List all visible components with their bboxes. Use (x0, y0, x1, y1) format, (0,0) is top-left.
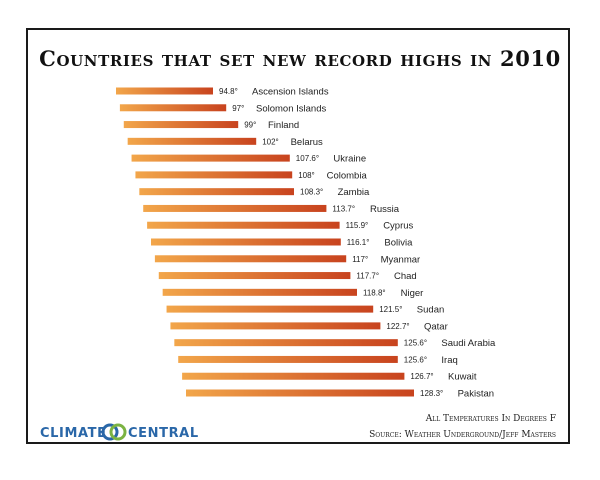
bar-cyprus (147, 221, 340, 229)
bar-pakistan (186, 389, 414, 397)
unit-note: All Temperatures In Degrees F (425, 414, 556, 424)
bar-chad (158, 272, 351, 280)
bar-solomon-islands (119, 104, 227, 112)
country-label: Chad (394, 271, 417, 282)
bar-belarus (127, 137, 257, 145)
country-label: Cyprus (383, 221, 413, 232)
country-label: Myanmar (381, 254, 421, 265)
value-label: 99° (244, 121, 256, 130)
value-label: 108.3° (300, 188, 323, 197)
chart-title: Countries that set new record highs in 2… (39, 46, 561, 71)
country-label: Sudan (417, 305, 444, 316)
bar-bolivia (151, 238, 341, 246)
country-label: Qatar (424, 321, 448, 332)
country-label: Colombia (327, 170, 368, 181)
bars-group: 94.8° Ascension Islands 97° Solomon Islands… (116, 87, 496, 400)
value-label: 122.7° (386, 322, 409, 331)
logo-text-climate: CLIMATE (40, 426, 107, 441)
value-label: 128.3° (420, 389, 443, 398)
country-label: Russia (370, 204, 400, 215)
bar-finland (123, 121, 239, 129)
country-label: Belarus (291, 137, 323, 148)
bar-ascension-islands (116, 87, 213, 95)
country-label: Zambia (338, 187, 370, 198)
bar-qatar (170, 322, 381, 330)
value-label: 125.6° (404, 339, 427, 348)
country-label: Kuwait (448, 372, 477, 383)
country-label: Ukraine (333, 154, 366, 165)
country-label: Niger (401, 288, 424, 299)
country-label: Bolivia (384, 238, 413, 249)
logo-text-central: CENTRAL (128, 426, 199, 441)
bar-myanmar (154, 255, 347, 263)
bar-saudi-arabia (174, 339, 398, 347)
country-label: Pakistan (458, 389, 494, 400)
value-label: 126.7° (410, 372, 433, 381)
value-label: 115.9° (346, 221, 369, 230)
value-label: 125.6° (404, 355, 427, 364)
bar-colombia (135, 171, 293, 179)
country-label: Iraq (441, 355, 457, 366)
value-label: 113.7° (332, 204, 355, 213)
value-label: 94.8° (219, 87, 238, 96)
value-label: 117° (352, 255, 368, 264)
value-label: 117.7° (356, 272, 379, 281)
bar-russia (143, 204, 327, 212)
country-label: Ascension Islands (252, 87, 329, 98)
value-label: 121.5° (379, 305, 402, 314)
bar-iraq (178, 355, 398, 363)
bar-niger (162, 288, 357, 296)
bar-zambia (139, 188, 294, 196)
country-label: Solomon Islands (256, 103, 326, 114)
bar-kuwait (182, 372, 405, 380)
value-label: 116.1° (347, 238, 370, 247)
value-label: 108° (298, 171, 315, 180)
country-label: Saudi Arabia (441, 338, 496, 349)
value-label: 118.8° (363, 288, 386, 297)
bar-ukraine (131, 154, 290, 162)
logo-rings-icon (101, 423, 127, 441)
value-label: 102° (262, 137, 279, 146)
value-label: 107.6° (296, 154, 319, 163)
bar-sudan (166, 305, 374, 313)
value-label: 97° (232, 104, 244, 113)
source-note: Source: Weather Underground/Jeff Masters (369, 430, 556, 440)
country-label: Finland (268, 120, 299, 131)
